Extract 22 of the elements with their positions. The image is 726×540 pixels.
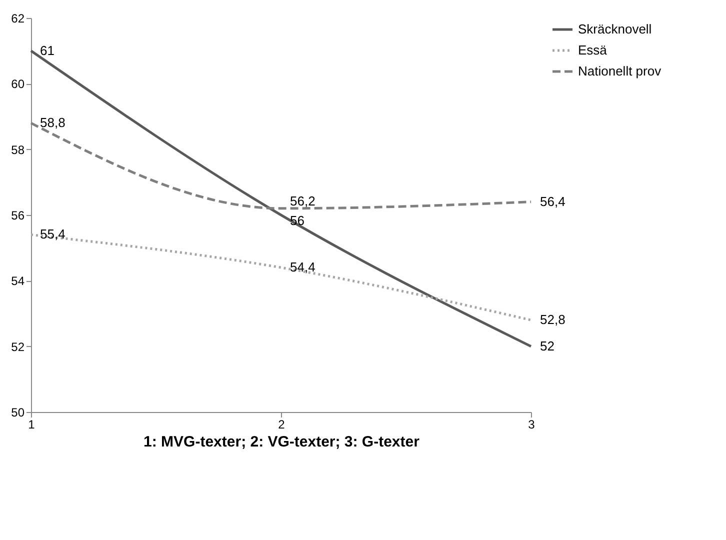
x-tick-label: 3 bbox=[528, 418, 536, 432]
data-label: 54,4 bbox=[290, 260, 316, 275]
data-label: 61 bbox=[40, 42, 54, 58]
y-tick-label: 50 bbox=[11, 406, 25, 420]
data-label: 56,4 bbox=[540, 194, 566, 209]
y-tick-label: 58 bbox=[11, 142, 25, 157]
x-axis-title: 1: MVG-texter; 2: VG-texter; 3: G-texter bbox=[144, 434, 420, 450]
x-tick-label: 2 bbox=[278, 418, 286, 432]
legend-label: Nationellt prov bbox=[578, 64, 662, 78]
legend-label: Skräcknovell bbox=[578, 22, 652, 36]
data-label: 56,2 bbox=[290, 193, 316, 208]
y-tick-label: 52 bbox=[11, 340, 25, 354]
y-tick-label: 62 bbox=[11, 12, 25, 26]
y-tick-label: 56 bbox=[11, 208, 25, 222]
data-label: 58,8 bbox=[40, 115, 66, 130]
data-label: 52 bbox=[540, 338, 554, 354]
legend-label: Essä bbox=[578, 42, 608, 58]
data-label: 55,4 bbox=[40, 226, 66, 242]
data-label: 52,8 bbox=[540, 312, 566, 328]
y-tick-label: 60 bbox=[11, 77, 25, 92]
y-tick-label: 54 bbox=[11, 274, 25, 288]
x-tick-label: 1 bbox=[28, 418, 36, 432]
